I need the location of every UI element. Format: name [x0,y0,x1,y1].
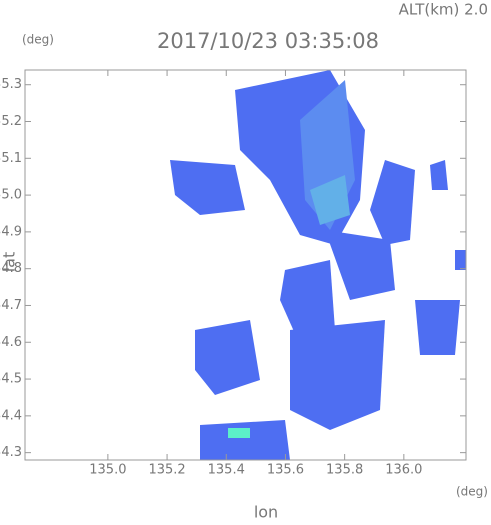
y-tick-label: 35.0 [0,188,22,203]
x-axis-label: lon [254,503,278,522]
y-tick-label: 34.6 [0,335,22,350]
echo [170,160,245,215]
echo [415,300,460,355]
altitude-label: ALT(km) 2.0 [399,1,488,19]
x-tick-label: 135.0 [89,463,126,478]
y-tick-label: 34.8 [0,261,22,276]
y-tick-label: 35.2 [0,114,22,129]
y-tick-label: 35.3 [0,77,22,92]
echo [430,160,448,190]
echo [290,320,385,430]
y-tick-label: 34.3 [0,445,22,460]
y-tick-label: 35.1 [0,151,22,166]
x-tick-label: 135.8 [326,463,363,478]
echo [200,420,290,460]
y-tick-label: 34.4 [0,408,22,423]
y-tick-label: 34.5 [0,372,22,387]
x-tick-label: 135.4 [208,463,245,478]
y-axis-label: lat [0,252,19,273]
echo [370,160,415,245]
chart-title: 2017/10/23 03:35:08 [157,29,379,53]
echo [310,175,350,225]
radar-echoes [170,70,466,460]
echo [228,428,250,438]
y-tick-label: 34.7 [0,298,22,313]
echo [325,230,395,300]
x-tick-label: 136.0 [385,463,422,478]
y-tick-label: 34.9 [0,224,22,239]
x-tick-label: 135.6 [267,463,304,478]
echo [280,260,335,345]
y-unit: (deg) [22,33,54,47]
plot-frame [24,69,467,461]
x-unit: (deg) [456,485,488,499]
echo [455,250,466,270]
echo [195,320,260,395]
x-tick-label: 135.2 [148,463,185,478]
